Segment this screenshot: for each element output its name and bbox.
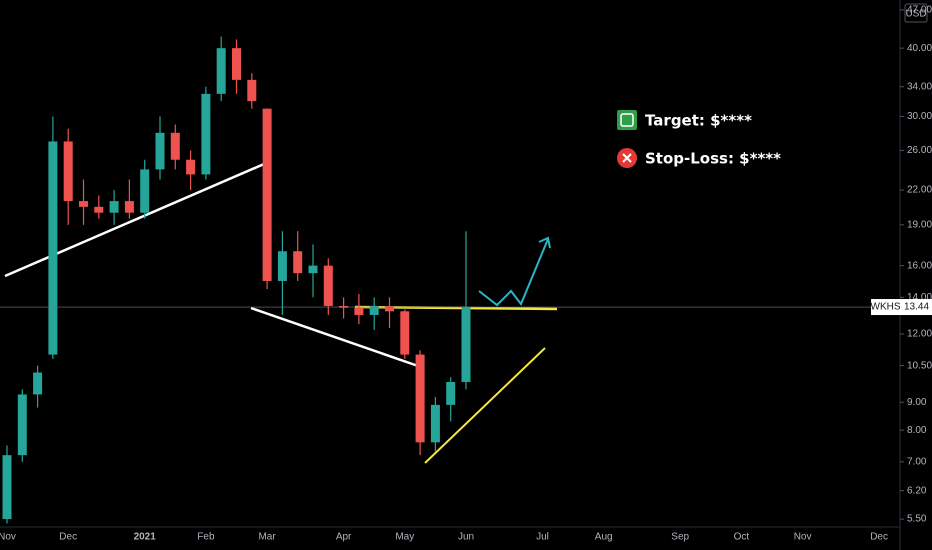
candle-body xyxy=(232,48,241,80)
candle-body xyxy=(94,206,104,213)
candle-body xyxy=(109,201,119,213)
candle-body xyxy=(415,354,425,443)
candle-body xyxy=(155,132,165,170)
candle-body xyxy=(277,251,287,281)
y-tick-label: 30.00 xyxy=(907,111,932,122)
candle-body xyxy=(308,265,318,274)
candle-body xyxy=(216,48,226,94)
x-tick-label: Feb xyxy=(197,532,215,543)
y-tick-label: 26.00 xyxy=(907,145,932,156)
last-price-box xyxy=(900,299,932,316)
symbol-box xyxy=(871,299,900,316)
candle-body xyxy=(17,394,27,456)
y-tick-label: 10.50 xyxy=(907,360,932,371)
y-tick-label: 7.00 xyxy=(907,457,927,468)
target-icon-inner xyxy=(620,113,634,127)
y-tick-label: 47.00 xyxy=(907,5,932,16)
y-tick-label: 16.00 xyxy=(907,260,932,271)
x-tick-label: Nov xyxy=(0,532,16,543)
stop-loss-label: Stop-Loss: $**** xyxy=(645,150,781,168)
candle-body xyxy=(323,265,333,306)
x-tick-label: Apr xyxy=(336,532,352,543)
y-tick-label: 34.00 xyxy=(907,81,932,92)
candle-body xyxy=(140,169,150,213)
y-tick-label: 22.00 xyxy=(907,185,932,196)
candle-body xyxy=(186,159,196,175)
trend-line xyxy=(250,306,422,369)
y-tick-label: 6.20 xyxy=(907,485,927,496)
candle-body xyxy=(430,404,440,443)
currency-box xyxy=(904,3,928,23)
y-tick-label: 5.50 xyxy=(907,514,927,525)
x-tick-label: Nov xyxy=(794,532,812,543)
candle-body xyxy=(124,201,134,213)
x-tick-label: Jul xyxy=(536,532,549,543)
candle-body xyxy=(79,201,88,207)
y-tick-label: 8.00 xyxy=(907,425,927,436)
x-tick-label: 2021 xyxy=(134,532,157,543)
currency: USD xyxy=(905,9,926,20)
candle-body xyxy=(2,455,12,520)
support-line xyxy=(424,347,546,464)
candle-body xyxy=(33,372,43,395)
candle-body xyxy=(400,311,410,355)
symbol-label: WKHS xyxy=(871,302,901,313)
y-tick-label: 19.00 xyxy=(907,220,932,231)
target-icon xyxy=(617,110,637,130)
candle-body xyxy=(293,251,303,274)
x-tick-label: Mar xyxy=(258,532,276,543)
candle-body xyxy=(170,132,180,160)
candle-body xyxy=(385,305,394,312)
x-tick-label: Dec xyxy=(59,532,77,543)
candle-body xyxy=(63,141,73,202)
x-tick-label: Dec xyxy=(870,532,888,543)
target-label: Target: $**** xyxy=(645,112,752,130)
y-tick-label: 40.00 xyxy=(907,43,932,54)
x-tick-label: Aug xyxy=(595,532,613,543)
projection-arrowhead xyxy=(538,236,551,249)
candle-body xyxy=(247,79,257,102)
candle-body xyxy=(461,307,471,383)
x-tick-label: Oct xyxy=(734,532,750,543)
y-tick-label: 12.00 xyxy=(907,329,932,340)
stop-loss-icon-cross xyxy=(622,153,632,163)
candle-body xyxy=(446,382,456,405)
y-tick-label: 9.00 xyxy=(907,397,927,408)
last-price-label: 13.44 xyxy=(904,302,929,313)
projection-path xyxy=(478,238,549,307)
candle-body xyxy=(201,93,211,175)
candle-body xyxy=(262,108,272,281)
candle-body xyxy=(48,141,58,355)
x-tick-label: Sep xyxy=(671,532,689,543)
x-tick-label: Jun xyxy=(458,532,474,543)
y-tick-label: 14.00 xyxy=(907,292,932,303)
candle-body xyxy=(354,307,364,315)
candle-body xyxy=(369,305,379,315)
x-tick-label: May xyxy=(395,532,414,543)
